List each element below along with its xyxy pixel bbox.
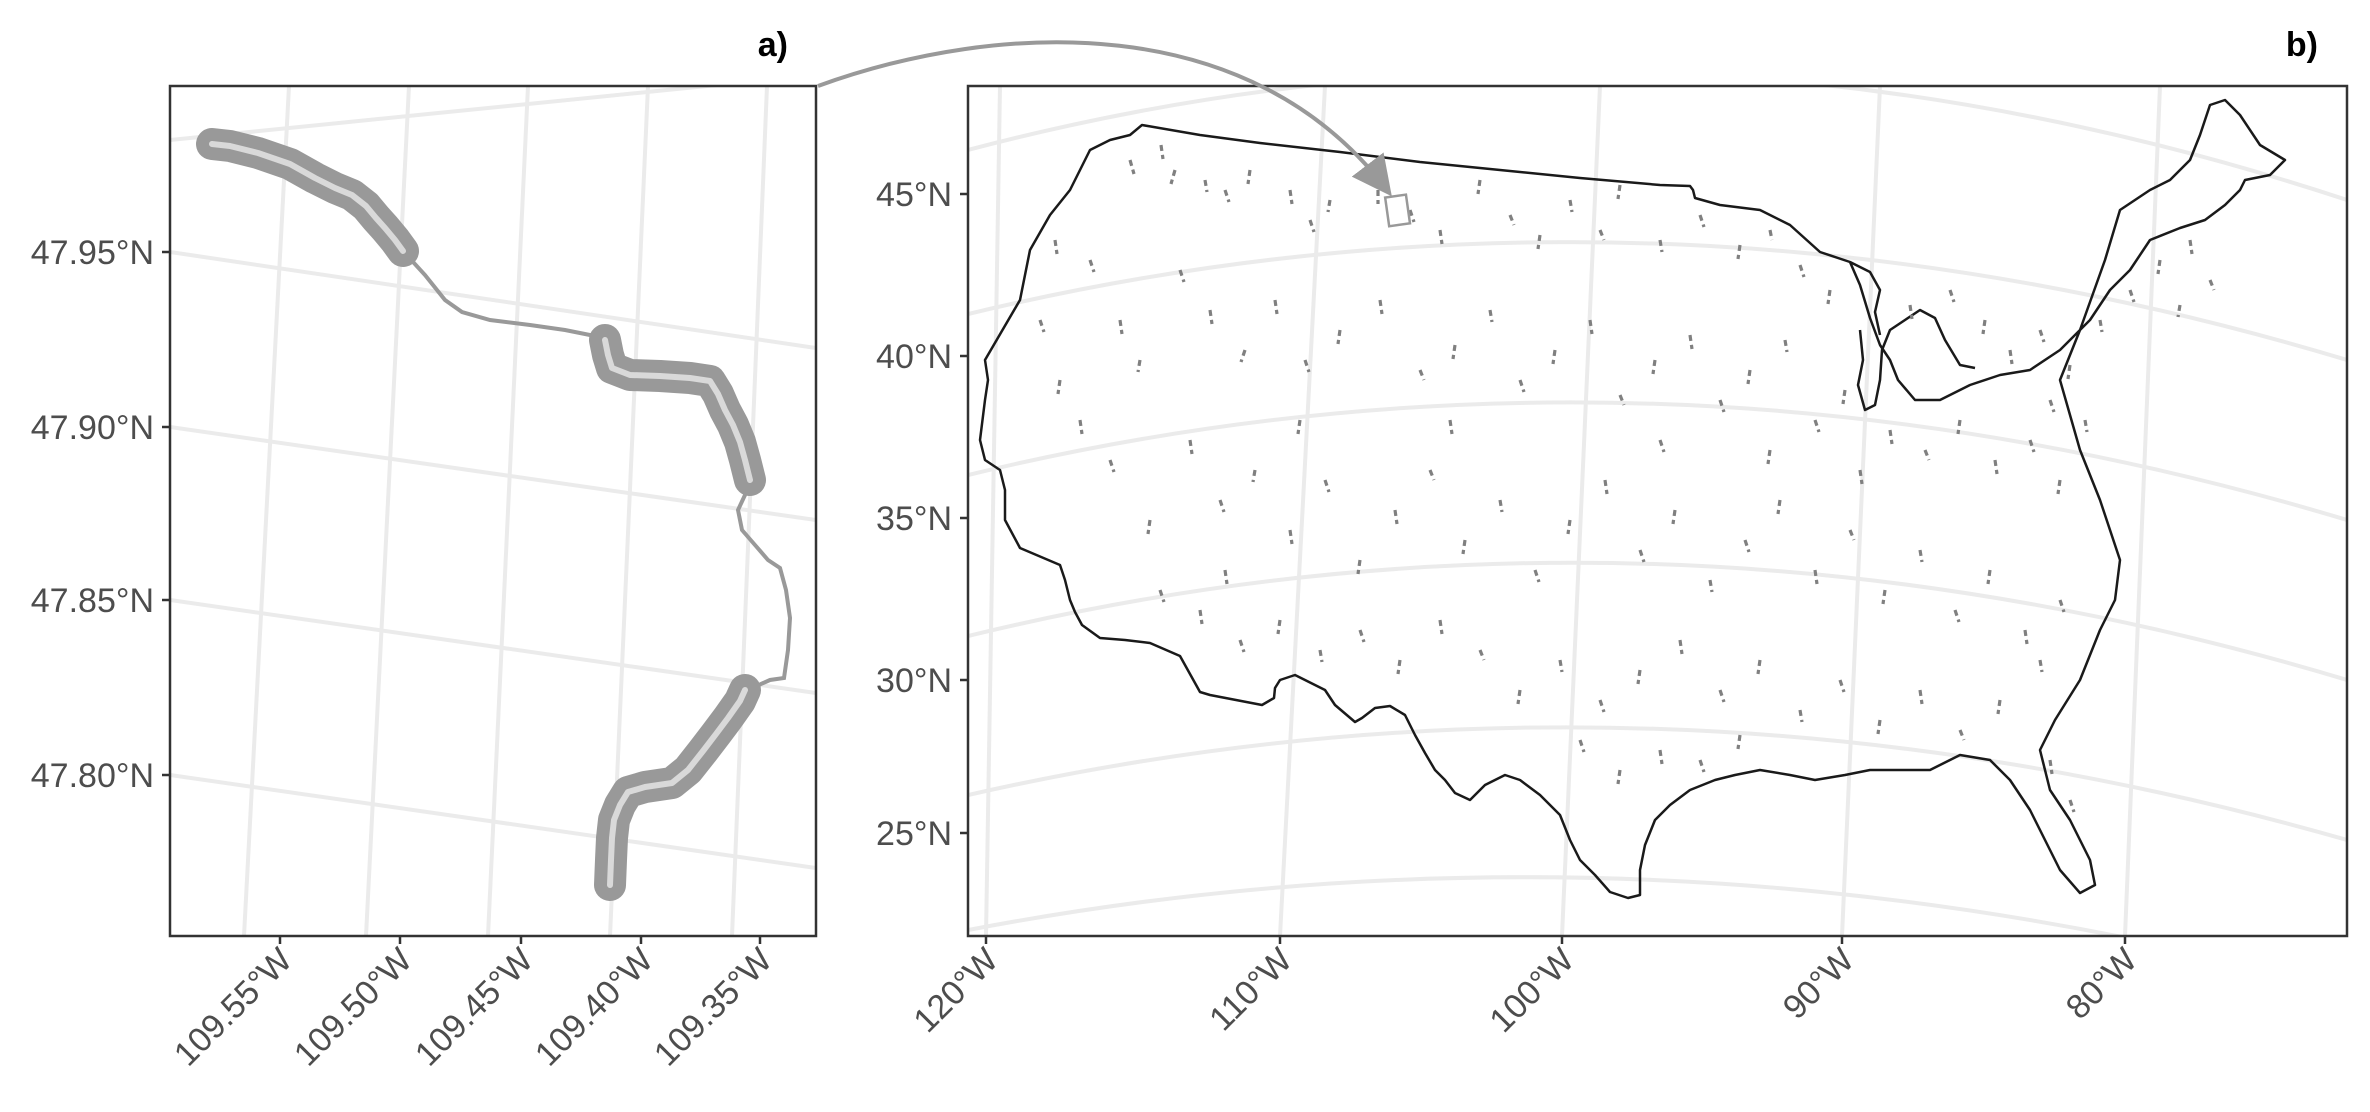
panel-a-x-tick-label: 109.35°W [647,941,780,1074]
panel-b-x-tick-label: 100°W [1482,941,1581,1040]
panel-a-frame [168,84,818,938]
panel-a-x-tick-label: 109.45°W [408,941,541,1074]
panel-b-label: b) [2286,26,2318,64]
connector-arrow [817,40,1392,197]
panel-a: 47.95°N 47.90°N 47.85°N 47.80°N 109.55°W… [31,26,818,1074]
panel-a-label: a) [758,26,788,64]
great-lakes-outline [1849,260,1976,412]
river-segments [1038,144,2216,813]
panel-b-y-tick-label: 35°N [876,500,952,538]
panel-a-x-axis: 109.55°W 109.50°W 109.45°W 109.40°W 109.… [167,936,780,1074]
panel-a-x-tick-label: 109.40°W [528,941,661,1074]
conus-outline [978,98,2287,900]
panel-a-y-tick-label: 47.95°N [31,234,154,272]
panel-b-graticule [968,86,2347,936]
river-reach [196,128,793,901]
panel-b-y-tick-label: 40°N [876,338,952,376]
panel-a-y-axis: 47.95°N 47.90°N 47.85°N 47.80°N [31,234,170,795]
panel-b-x-axis: 120°W 110°W 100°W 90°W 80°W [906,936,2145,1040]
panel-a-x-tick-label: 109.55°W [167,941,300,1074]
panel-b-x-tick-label: 110°W [1202,941,1300,1039]
panel-b: 45°N 40°N 35°N 30°N 25°N 120°W 110°W 100… [876,26,2349,1040]
panel-a-x-tick-label: 109.50°W [287,941,420,1074]
panel-b-x-tick-label: 120°W [906,941,1005,1040]
panel-b-x-tick-label: 90°W [1776,941,1862,1027]
panel-b-y-tick-label: 30°N [876,662,952,700]
panel-b-frame [966,84,2349,938]
panel-b-y-tick-label: 25°N [876,815,952,853]
panel-b-y-tick-label: 45°N [876,176,952,214]
inset-extent-box [1383,193,1412,228]
panel-b-y-axis: 45°N 40°N 35°N 30°N 25°N [876,176,968,853]
panel-a-y-tick-label: 47.80°N [31,757,154,795]
panel-a-y-tick-label: 47.90°N [31,409,154,447]
panel-b-x-tick-label: 80°W [2059,941,2145,1027]
river-highlighted-segments [196,128,766,901]
panel-a-graticule [170,86,816,936]
panel-a-y-tick-label: 47.85°N [31,582,154,620]
